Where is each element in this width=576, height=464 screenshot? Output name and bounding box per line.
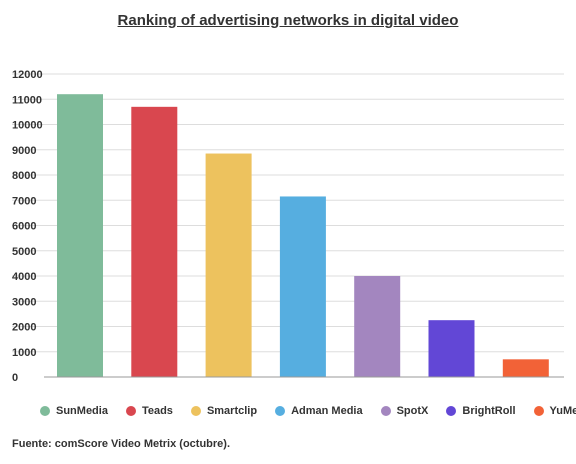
legend-swatch	[533, 406, 544, 416]
bar-smartclip	[205, 153, 252, 377]
bar-yume	[502, 359, 549, 377]
chart-title: Ranking of advertising networks in digit…	[117, 12, 459, 29]
legend: SunMedia Teads Smartclip Adman Media SpotX Br…	[40, 402, 576, 420]
legend-label: YuMe	[549, 405, 576, 417]
legend-item: Smartclip	[190, 405, 258, 417]
legend-label: Smartclip	[206, 405, 258, 417]
y-tick-label: 3000	[12, 296, 36, 308]
legend-label: BrightRoll	[462, 405, 516, 417]
legend-swatch	[380, 406, 391, 416]
y-tick-label: 2000	[12, 322, 36, 334]
y-tick-label: 5000	[12, 246, 36, 258]
legend-swatch	[275, 406, 286, 416]
y-tick-label: 11000	[12, 94, 42, 106]
y-tick-label: 12000	[12, 69, 43, 81]
bar-teads	[131, 106, 178, 377]
legend-swatch	[190, 406, 201, 416]
y-axis-tick-labels: 1200011000100009000800070006000500040003…	[12, 69, 43, 384]
legend-swatch	[446, 406, 457, 416]
legend-item: SpotX	[380, 405, 429, 417]
y-tick-label: 7000	[12, 195, 36, 207]
legend-item: YuMe	[533, 405, 576, 417]
legend-item: BrightRoll	[446, 405, 516, 417]
legend-swatch	[125, 406, 136, 416]
bar-chart: 1200011000100009000800070006000500040003…	[12, 69, 564, 384]
y-tick-label: 8000	[12, 170, 36, 182]
y-tick-label: 0	[12, 372, 18, 384]
legend-item: Adman Media	[275, 405, 363, 417]
legend-item: SunMedia	[40, 405, 108, 417]
y-tick-label: 4000	[12, 271, 36, 283]
legend-item: Teads	[125, 405, 173, 417]
legend-swatch	[40, 406, 50, 416]
bar-spotx	[354, 276, 401, 377]
bar-sunmedia	[57, 94, 103, 377]
legend-label: Adman Media	[291, 405, 363, 417]
legend-label: SunMedia	[56, 405, 108, 417]
bars	[57, 94, 549, 377]
y-tick-label: 10000	[12, 120, 43, 132]
bar-adman-media	[279, 196, 326, 377]
y-tick-label: 1000	[12, 347, 36, 359]
source-note: Fuente: comScore Video Metrix (octubre).	[12, 438, 231, 450]
bar-brightroll	[428, 320, 475, 377]
y-tick-label: 6000	[12, 221, 36, 233]
legend-label: Teads	[141, 405, 173, 417]
legend-label: SpotX	[396, 405, 429, 417]
y-tick-label: 9000	[12, 145, 36, 157]
